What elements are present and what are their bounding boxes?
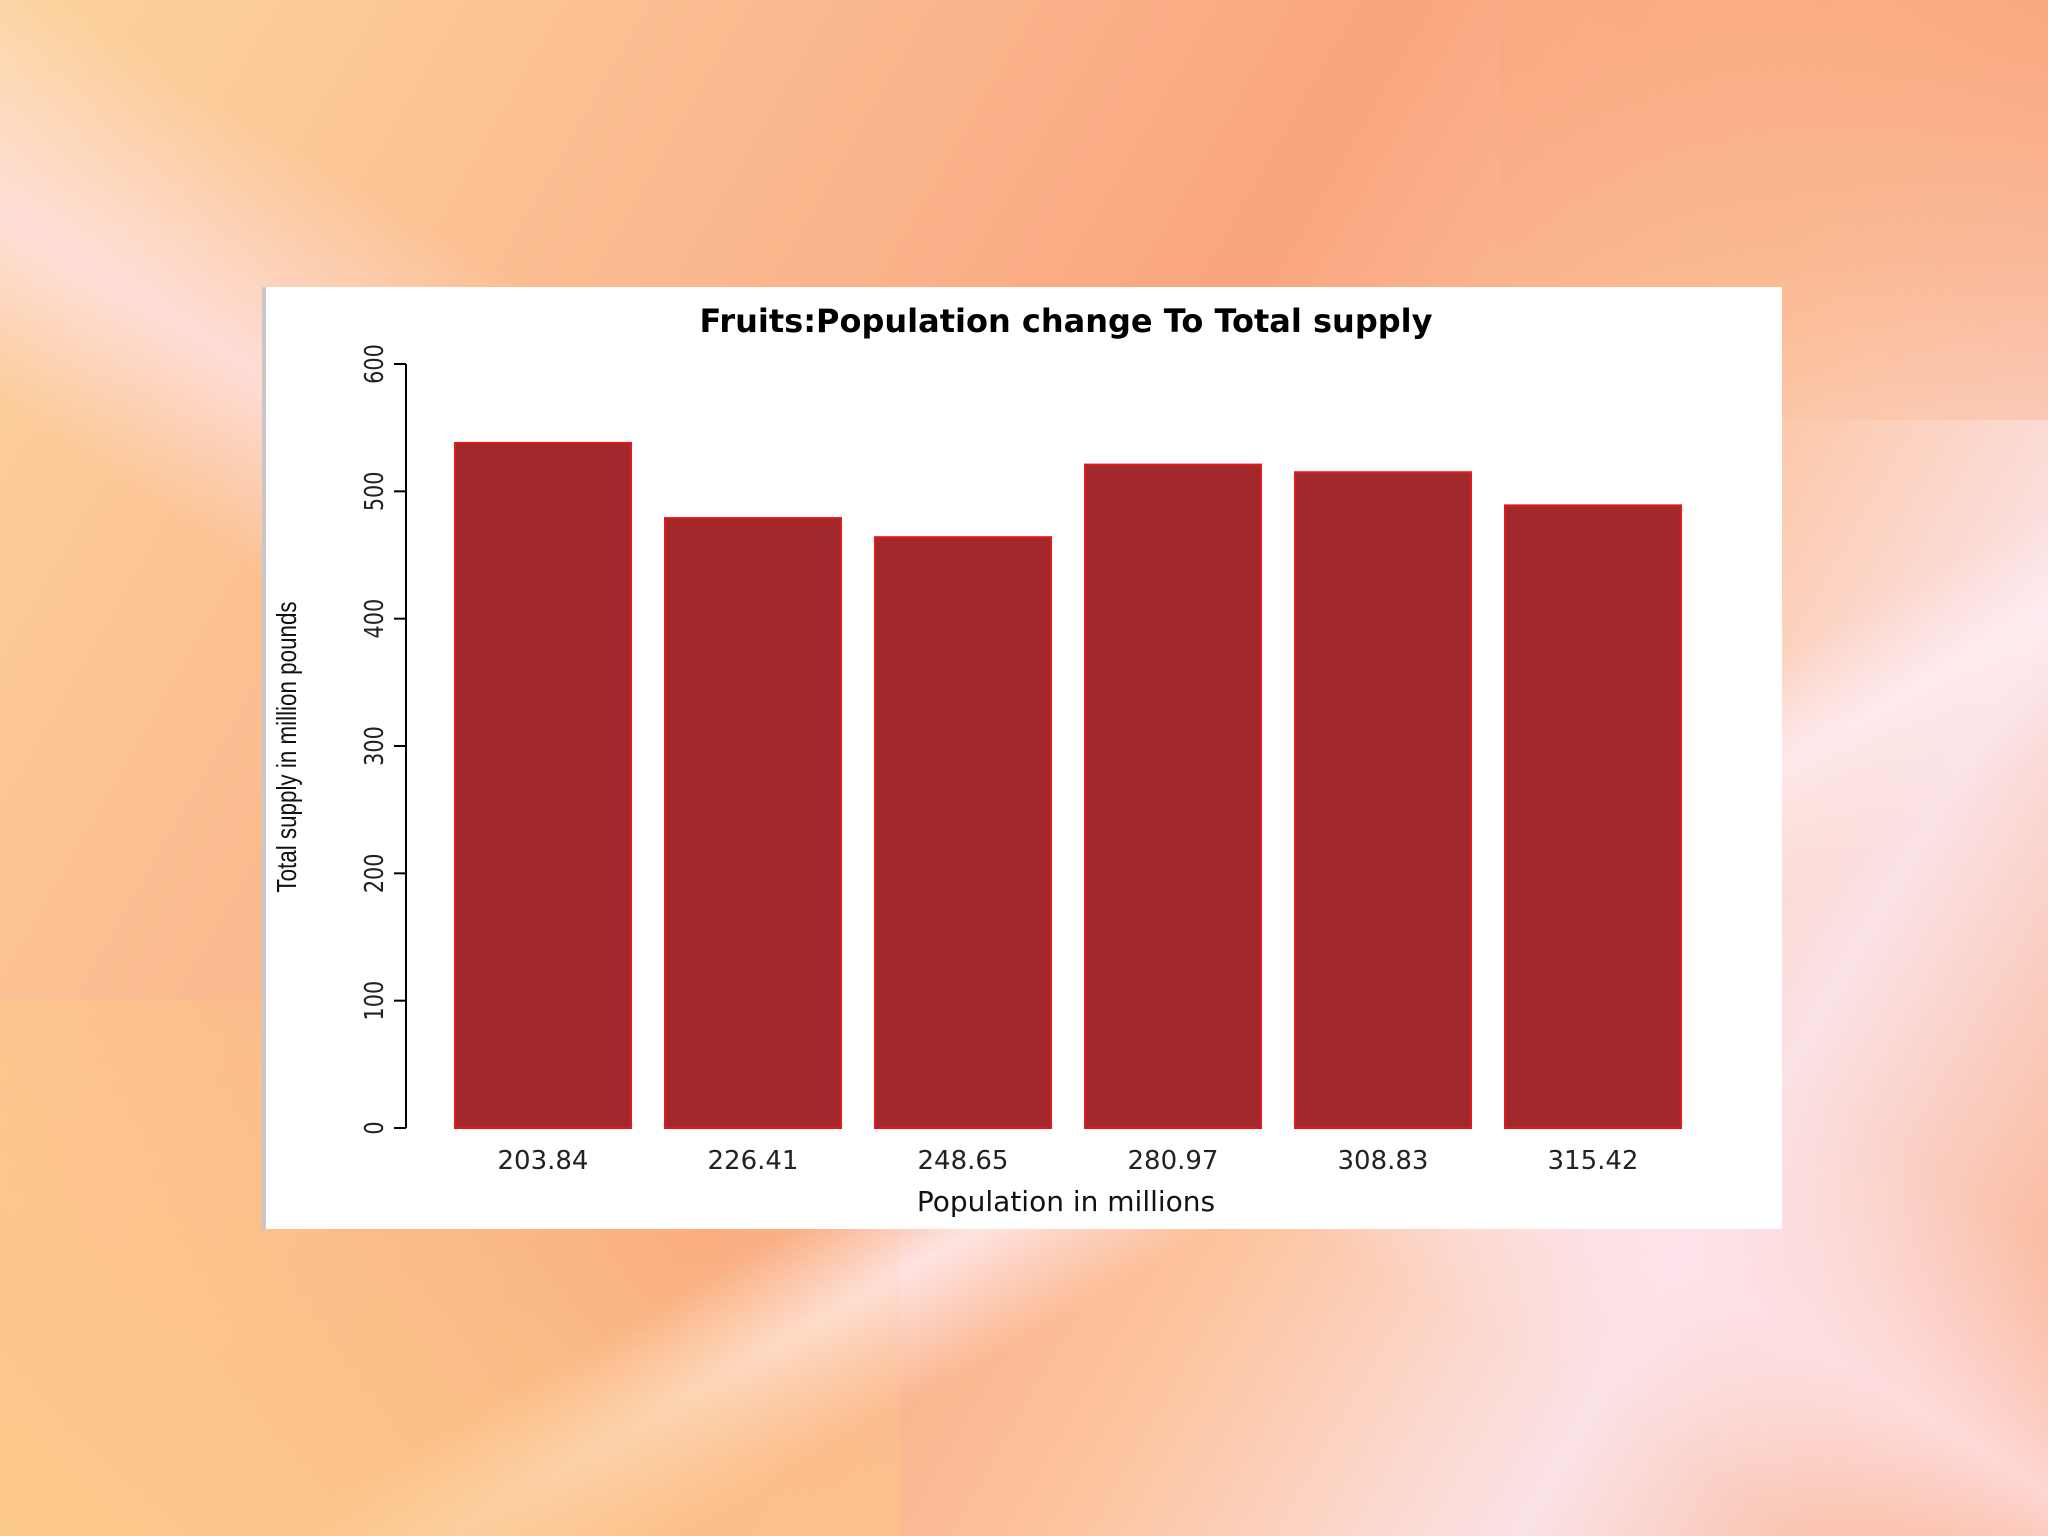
- bar-chart: Fruits:Population change To Total supply…: [272, 302, 1682, 1218]
- x-tick-labels: 203.84 226.41 248.65 280.97 308.83 315.42: [498, 1146, 1639, 1176]
- x-tick-label: 203.84: [498, 1146, 589, 1176]
- y-tick-label: 600: [359, 344, 390, 384]
- x-tick-label: 226.41: [708, 1146, 799, 1176]
- bar: [454, 441, 632, 1130]
- x-tick-label: 248.65: [918, 1146, 1009, 1176]
- y-tick-label: 0: [359, 1121, 390, 1134]
- x-axis-label: Population in millions: [917, 1185, 1215, 1218]
- x-tick-label: 308.83: [1338, 1146, 1429, 1176]
- y-axis: 0 100 200 300 400 500 600: [359, 344, 407, 1135]
- x-tick-label: 280.97: [1128, 1146, 1219, 1176]
- y-tick-label: 300: [359, 726, 390, 766]
- x-tick-label: 315.42: [1548, 1146, 1639, 1176]
- bars: [454, 441, 1682, 1130]
- bar: [664, 517, 842, 1130]
- bar: [1084, 463, 1262, 1130]
- y-axis-label: Total supply in million pounds: [272, 601, 303, 892]
- y-tick-label: 200: [359, 853, 390, 893]
- bar: [1294, 471, 1472, 1129]
- chart-title: Fruits:Population change To Total supply: [700, 302, 1433, 340]
- bar: [874, 536, 1052, 1129]
- chart-panel: Fruits:Population change To Total supply…: [262, 287, 1782, 1229]
- y-tick-label: 500: [359, 471, 390, 511]
- y-tick-label: 400: [359, 599, 390, 639]
- y-tick-label: 100: [359, 981, 390, 1021]
- bar: [1504, 504, 1682, 1129]
